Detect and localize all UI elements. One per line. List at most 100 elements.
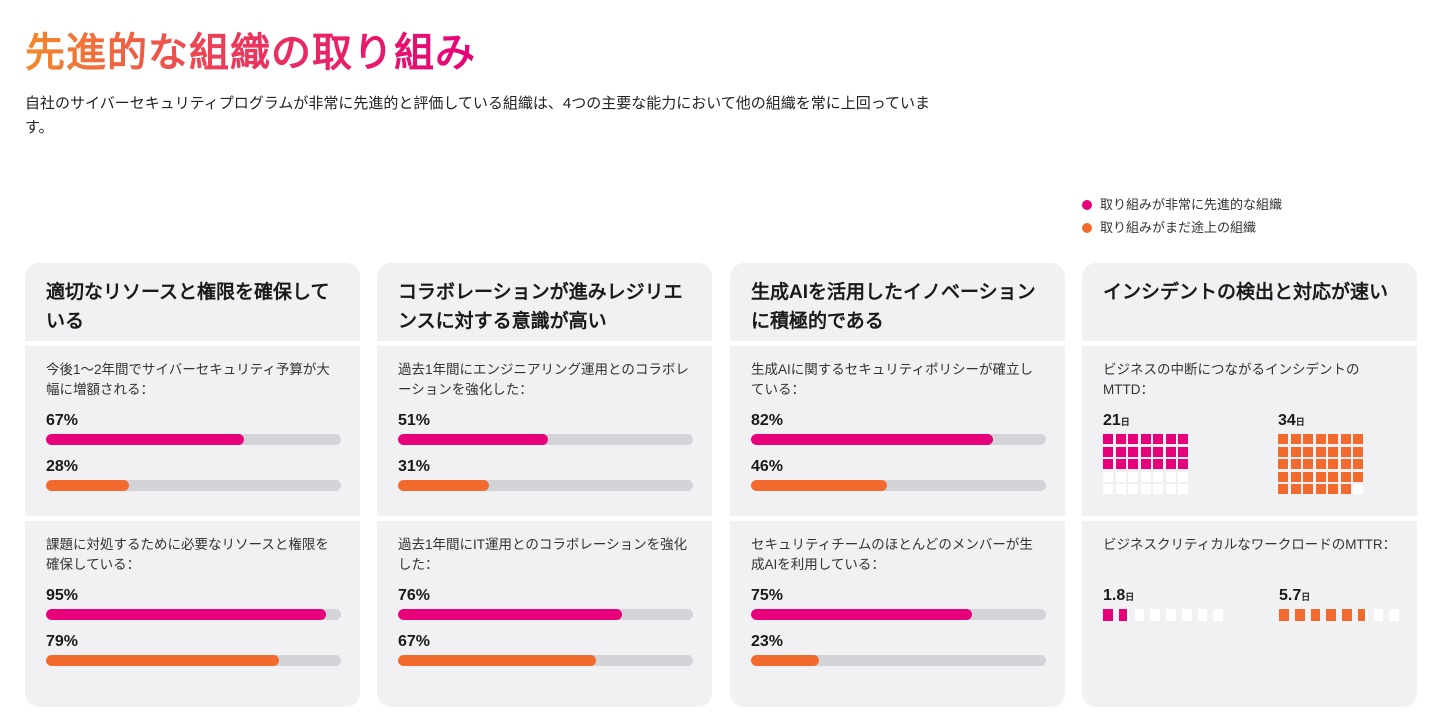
bar-track xyxy=(46,480,341,491)
bar-fill xyxy=(751,434,993,445)
waffle-square xyxy=(1290,471,1301,482)
waffle-square xyxy=(1303,434,1313,444)
bar-fill xyxy=(398,480,490,491)
waffle-square xyxy=(1340,434,1351,444)
waffle-square xyxy=(1115,484,1126,494)
waffle-square xyxy=(1165,434,1176,444)
card-title: インシデントの検出と対応が速い xyxy=(1103,282,1389,303)
waffle-square xyxy=(1315,434,1326,444)
waffle-square xyxy=(1165,459,1176,469)
waffle-square xyxy=(1213,609,1223,621)
waffle-square xyxy=(1279,609,1289,621)
waffle-square xyxy=(1103,609,1113,621)
card-section: 過去1年間にエンジニアリング運用とのコラボレーションを強化した： 51% 31% xyxy=(377,341,712,517)
waffle-square xyxy=(1278,484,1288,494)
waffle-square xyxy=(1150,609,1160,621)
card-section: 過去1年間にIT運用とのコラボレーションを強化した： 76% 67% xyxy=(377,516,712,707)
waffle-square xyxy=(1140,446,1151,457)
waffle-square xyxy=(1389,609,1399,621)
waffle-square xyxy=(1178,459,1188,469)
waffle-value-number: 5.7 xyxy=(1279,587,1302,604)
waffle-square xyxy=(1340,459,1351,469)
bar-track xyxy=(398,609,693,620)
waffle-square xyxy=(1197,609,1208,621)
waffle-square xyxy=(1178,484,1188,494)
waffle-square xyxy=(1290,484,1301,494)
card-section: セキュリティチームのほとんどのメンバーが生成AIを利用している： 75% 23% xyxy=(730,516,1065,707)
waffle-grid xyxy=(1103,434,1222,494)
waffle-square xyxy=(1181,609,1192,621)
bar-value-label: 28% xyxy=(46,458,79,475)
waffle-square xyxy=(1340,484,1351,494)
waffle-square xyxy=(1128,434,1138,444)
waffle-square xyxy=(1328,434,1338,444)
question-text: 過去1年間にエンジニアリング運用とのコラボレーションを強化した： xyxy=(398,362,689,397)
waffle-square xyxy=(1128,471,1138,482)
bar-fill xyxy=(398,609,623,620)
waffle-square xyxy=(1357,609,1368,621)
question-text: 課題に対処するために必要なリソースと権限を確保している： xyxy=(46,537,329,572)
bar-value-label: 67% xyxy=(46,412,79,429)
bar-track xyxy=(46,609,341,620)
capability-card: 生成AIを活用したイノベーションに積極的である 生成AIに関するセキュリティポリシ… xyxy=(730,263,1065,707)
bar-track xyxy=(751,609,1046,620)
page-title: 先進的な組織の取り組み xyxy=(25,20,476,78)
question-text: セキュリティチームのほとんどのメンバーが生成AIを利用している： xyxy=(751,537,1033,572)
bar-value-label: 82% xyxy=(751,412,784,429)
waffle-square xyxy=(1115,459,1126,469)
bar-fill xyxy=(398,655,596,666)
waffle-square xyxy=(1278,446,1288,457)
bar-value-label: 79% xyxy=(46,633,79,650)
waffle-square xyxy=(1128,459,1138,469)
waffle-square xyxy=(1165,446,1176,457)
waffle-column: 34日 xyxy=(1278,412,1397,494)
capability-card: インシデントの検出と対応が速いビジネスの中断につながるインシデントのMTTD： 2… xyxy=(1082,263,1417,707)
bar-fill xyxy=(751,655,819,666)
waffle-square xyxy=(1342,609,1352,621)
card-title: 適切なリソースと権限を確保している xyxy=(46,282,330,332)
waffle-square xyxy=(1178,446,1188,457)
waffle-square xyxy=(1353,471,1363,482)
waffle-square xyxy=(1278,459,1288,469)
waffle-square xyxy=(1103,459,1113,469)
waffle-square xyxy=(1303,446,1313,457)
waffle-square xyxy=(1303,471,1313,482)
waffle-square xyxy=(1118,609,1129,621)
waffle-square xyxy=(1178,471,1188,482)
bar-track xyxy=(398,434,693,445)
legend: 取り組みが非常に先進的な組織 取り組みがまだ途上の組織 xyxy=(1082,193,1282,239)
waffle-square xyxy=(1166,609,1176,621)
waffle-row: 1.8日 5.7日 xyxy=(1103,587,1399,621)
bar-track xyxy=(398,655,693,666)
waffle-square xyxy=(1315,471,1326,482)
waffle-square xyxy=(1315,459,1326,469)
waffle-unit: 日 xyxy=(1125,592,1135,602)
waffle-square xyxy=(1103,434,1113,444)
waffle-square xyxy=(1165,484,1176,494)
waffle-square xyxy=(1328,471,1338,482)
waffle-square xyxy=(1303,484,1313,494)
legend-dot-icon xyxy=(1082,222,1092,233)
question-text: ビジネスクリティカルなワークロードのMTTR： xyxy=(1103,537,1397,552)
legend-dot-icon xyxy=(1082,199,1092,210)
waffle-square xyxy=(1310,609,1321,621)
page-description: 自社のサイバーセキュリティプログラムが非常に先進的と評価している組織は、4つの主… xyxy=(25,95,931,136)
waffle-square xyxy=(1294,609,1305,621)
waffle-grid xyxy=(1103,609,1223,621)
card-section: ビジネスクリティカルなワークロードのMTTR： 1.8日 5.7日 xyxy=(1082,516,1417,707)
question-text: ビジネスの中断につながるインシデントのMTTD： xyxy=(1103,362,1360,397)
waffle-square xyxy=(1103,446,1113,457)
waffle-square xyxy=(1128,484,1138,494)
waffle-square xyxy=(1353,446,1363,457)
card-section: 課題に対処するために必要なリソースと権限を確保している： 95% 79% xyxy=(25,516,360,707)
question-text: 過去1年間にIT運用とのコラボレーションを強化した： xyxy=(398,537,688,572)
waffle-square xyxy=(1353,484,1363,494)
waffle-square xyxy=(1140,434,1151,444)
legend-label: 取り組みがまだ途上の組織 xyxy=(1100,220,1257,235)
waffle-grid xyxy=(1279,609,1399,621)
waffle-square xyxy=(1103,471,1113,482)
bar-value-label: 51% xyxy=(398,412,431,429)
waffle-value-number: 21 xyxy=(1103,412,1121,429)
waffle-square xyxy=(1315,484,1326,494)
waffle-square xyxy=(1153,434,1163,444)
